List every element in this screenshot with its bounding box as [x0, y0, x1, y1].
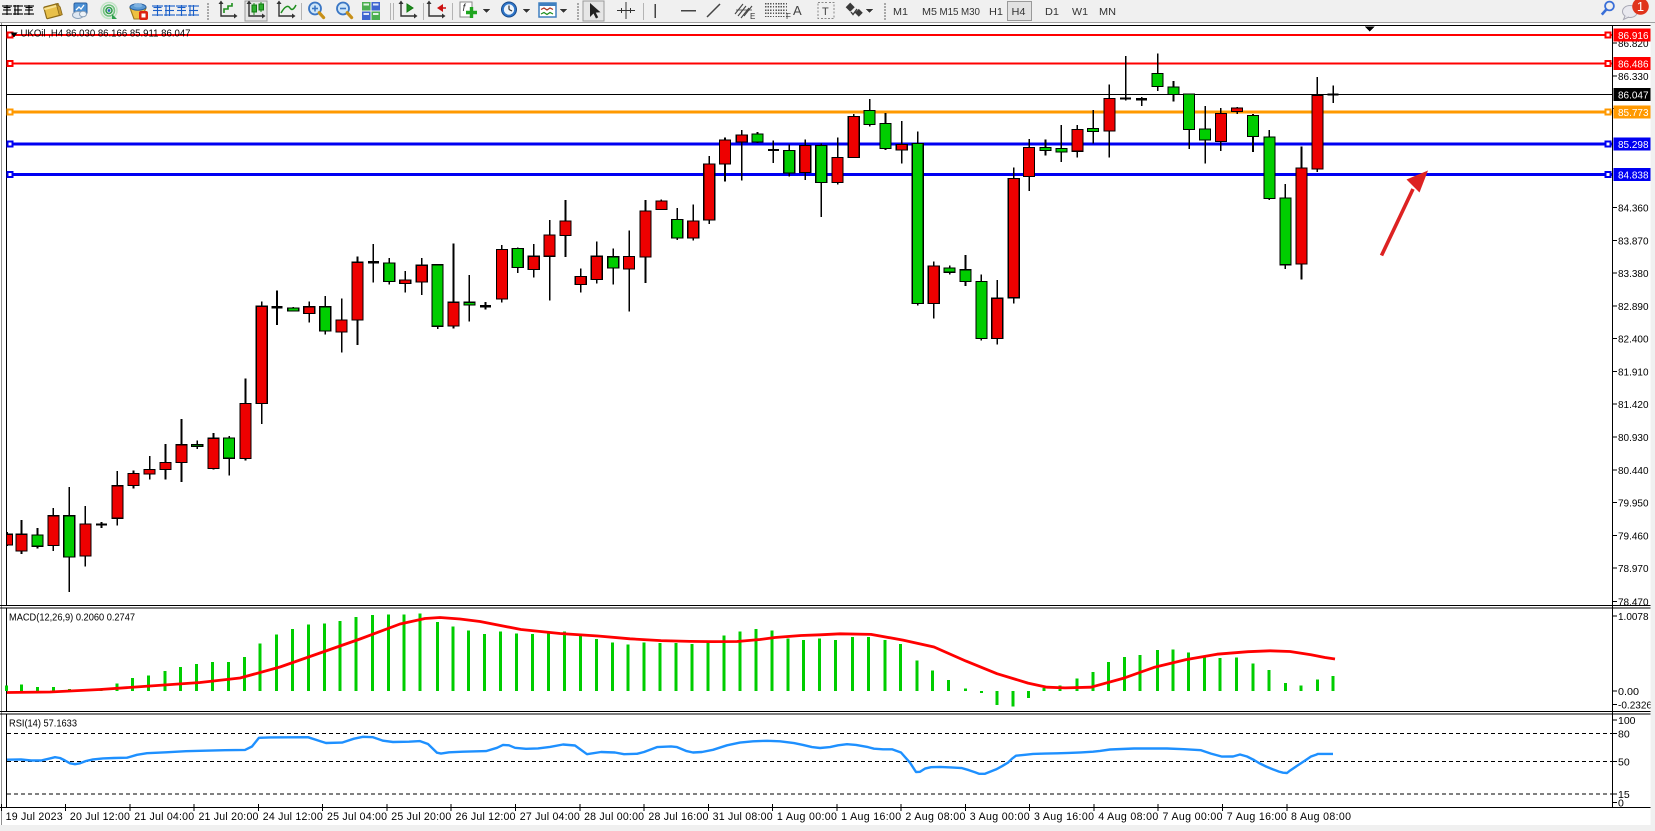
- svg-text:81.420: 81.420: [1618, 399, 1649, 411]
- svg-text:15: 15: [1618, 789, 1630, 801]
- svg-text:24 Jul 12:00: 24 Jul 12:00: [263, 811, 323, 823]
- svg-text:7 Aug 00:00: 7 Aug 00:00: [1163, 811, 1223, 823]
- svg-text:25 Jul 04:00: 25 Jul 04:00: [327, 811, 387, 823]
- svg-text:21 Jul 20:00: 21 Jul 20:00: [198, 811, 258, 823]
- svg-text:100: 100: [1618, 715, 1636, 727]
- svg-text:M5: M5: [922, 6, 937, 18]
- svg-text:81.910: 81.910: [1618, 366, 1649, 378]
- svg-text:MACD(12,26,9) 0.2060 0.2747: MACD(12,26,9) 0.2060 0.2747: [9, 613, 135, 624]
- svg-text:E: E: [750, 12, 755, 21]
- svg-text:T: T: [822, 6, 829, 18]
- svg-text:f: f: [463, 3, 467, 14]
- svg-text:19 Jul 2023: 19 Jul 2023: [6, 811, 63, 823]
- svg-text:1.0078: 1.0078: [1618, 611, 1649, 623]
- svg-text:2 Aug 08:00: 2 Aug 08:00: [905, 811, 965, 823]
- svg-text:-0.2326: -0.2326: [1618, 700, 1652, 712]
- svg-text:M15: M15: [940, 6, 959, 18]
- svg-text:0: 0: [1618, 798, 1624, 810]
- svg-text:1: 1: [1637, 0, 1644, 14]
- svg-text:20 Jul 12:00: 20 Jul 12:00: [70, 811, 130, 823]
- svg-text:27 Jul 04:00: 27 Jul 04:00: [520, 811, 580, 823]
- svg-text:80.440: 80.440: [1618, 465, 1649, 477]
- svg-text:A: A: [793, 3, 802, 18]
- svg-text:RSI(14) 57.1633: RSI(14) 57.1633: [9, 719, 77, 730]
- svg-text:85.773: 85.773: [1618, 107, 1649, 119]
- svg-text:86.047: 86.047: [1618, 89, 1649, 101]
- svg-text:UKOil ,H4 86.030 86.166 85.91: UKOil ,H4 86.030 86.166 85.911 86.047: [21, 29, 191, 40]
- svg-text:86.330: 86.330: [1618, 71, 1649, 83]
- svg-text:M1: M1: [893, 6, 908, 18]
- svg-text:83.380: 83.380: [1618, 268, 1649, 280]
- svg-text:0.00: 0.00: [1618, 686, 1639, 698]
- svg-text:7 Aug 16:00: 7 Aug 16:00: [1227, 811, 1287, 823]
- svg-text:85.298: 85.298: [1618, 139, 1649, 151]
- svg-text:78.970: 78.970: [1618, 563, 1649, 575]
- svg-text:8 Aug 08:00: 8 Aug 08:00: [1291, 811, 1351, 823]
- svg-text:3 Aug 00:00: 3 Aug 00:00: [970, 811, 1030, 823]
- svg-text:80.930: 80.930: [1618, 432, 1649, 444]
- svg-text:21 Jul 04:00: 21 Jul 04:00: [134, 811, 194, 823]
- svg-text:W1: W1: [1072, 6, 1088, 18]
- svg-text:25 Jul 20:00: 25 Jul 20:00: [391, 811, 451, 823]
- svg-text:H1: H1: [989, 6, 1003, 18]
- svg-text:26 Jul 12:00: 26 Jul 12:00: [456, 811, 516, 823]
- svg-text:79.950: 79.950: [1618, 498, 1649, 510]
- svg-text:79.460: 79.460: [1618, 530, 1649, 542]
- svg-text:31 Jul 08:00: 31 Jul 08:00: [713, 811, 773, 823]
- svg-text:86.916: 86.916: [1618, 30, 1649, 42]
- svg-text:78.470: 78.470: [1618, 597, 1649, 609]
- svg-text:H4: H4: [1012, 6, 1026, 18]
- svg-text:3 Aug 16:00: 3 Aug 16:00: [1034, 811, 1094, 823]
- svg-text:F: F: [786, 12, 791, 21]
- svg-text:82.890: 82.890: [1618, 301, 1649, 313]
- svg-text:4 Aug 08:00: 4 Aug 08:00: [1098, 811, 1158, 823]
- svg-text:80: 80: [1618, 729, 1630, 741]
- svg-text:50: 50: [1618, 757, 1630, 769]
- svg-text:MN: MN: [1099, 6, 1116, 18]
- svg-text:86.486: 86.486: [1618, 59, 1649, 71]
- svg-text:83.870: 83.870: [1618, 235, 1649, 247]
- svg-text:28 Jul 00:00: 28 Jul 00:00: [584, 811, 644, 823]
- svg-text:1 Aug 00:00: 1 Aug 00:00: [777, 811, 837, 823]
- svg-text:84.360: 84.360: [1618, 203, 1649, 215]
- svg-text:1 Aug 16:00: 1 Aug 16:00: [841, 811, 901, 823]
- svg-text:28 Jul 16:00: 28 Jul 16:00: [648, 811, 708, 823]
- svg-text:84.838: 84.838: [1618, 170, 1649, 182]
- svg-text:D1: D1: [1045, 6, 1059, 18]
- svg-text:82.400: 82.400: [1618, 334, 1649, 346]
- svg-text:M30: M30: [961, 6, 980, 18]
